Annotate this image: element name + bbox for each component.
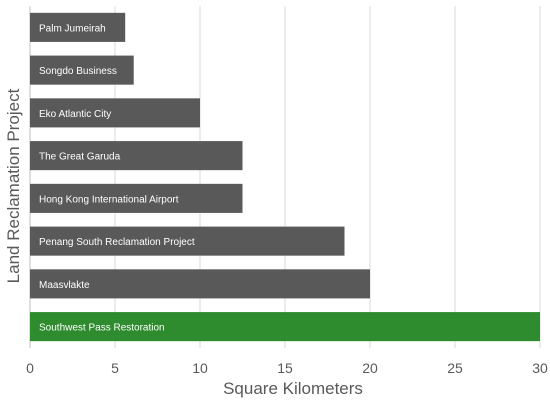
- bar-label-southwest-pass-restoration: Southwest Pass Restoration: [39, 323, 165, 334]
- x-tick-label-20: 20: [362, 360, 378, 376]
- x-tick-label-30: 30: [532, 360, 548, 376]
- bars: Palm Jumeirah Songdo Business Eko Atlantic…: [30, 12, 540, 342]
- bar-label-hong-kong-international-airport: Hong Kong International Airport: [39, 194, 179, 205]
- y-axis-title: Land Reclamation Project: [4, 88, 23, 283]
- bar-the-great-garuda: [30, 141, 243, 171]
- x-tick-label-0: 0: [26, 360, 34, 376]
- bar-label-palm-jumeirah: Palm Jumeirah: [39, 23, 106, 34]
- bar-southwest-pass-restoration: [30, 312, 540, 342]
- bar-eko-atlantic-city: [30, 98, 200, 128]
- x-tick-label-25: 25: [447, 360, 463, 376]
- bar-maasvlakte: [30, 269, 370, 299]
- bar-label-eko-atlantic-city: Eko Atlantic City: [39, 109, 111, 120]
- x-tick-label-10: 10: [192, 360, 208, 376]
- bar-songdo-business: [30, 55, 134, 85]
- bar-label-songdo-business: Songdo Business: [39, 66, 117, 77]
- x-tick-labels: 0 5 10 15 20 25 30: [26, 360, 548, 376]
- bar-palm-jumeirah: [30, 12, 126, 42]
- x-tick-label-15: 15: [277, 360, 293, 376]
- bar-label-maasvlakte: Maasvlakte: [39, 280, 90, 291]
- bar-label-penang-south-reclamation-project: Penang South Reclamation Project: [39, 237, 195, 248]
- x-tick-label-5: 5: [111, 360, 119, 376]
- bar-hong-kong-international-airport: [30, 183, 243, 213]
- bar-penang-south-reclamation-project: [30, 226, 345, 256]
- bar-label-the-great-garuda: The Great Garuda: [39, 152, 121, 163]
- x-axis-title: Square Kilometers: [223, 379, 363, 398]
